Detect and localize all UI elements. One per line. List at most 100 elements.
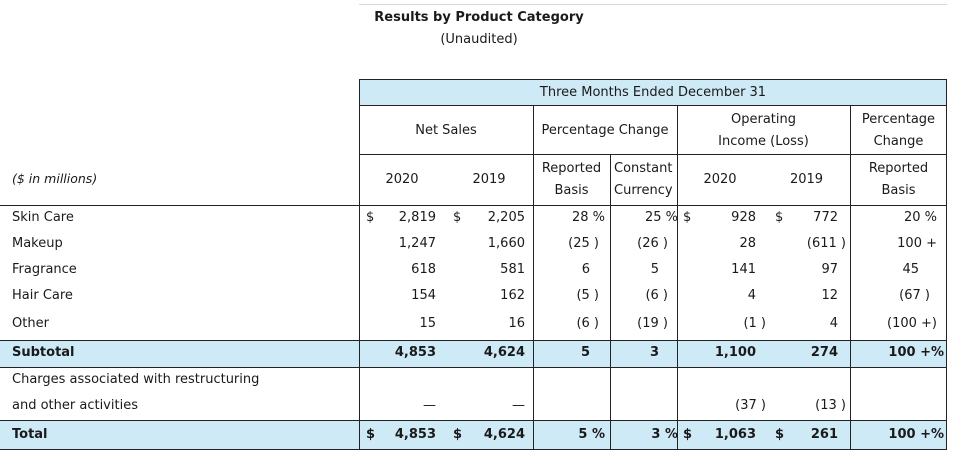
cell-ns2019: 16 [508,316,525,331]
charges-oi2020: (37 ) [735,398,766,413]
col-2019-header: 2019 [472,172,506,187]
currency-symbol: $ [366,210,375,225]
subtotal-rep: 5 [580,345,590,360]
cell-rep: (25 ) [568,236,599,251]
cell-oi2019: 12 [821,288,838,303]
cell-ns2020: 154 [411,288,436,303]
cell-oi2020: (1 ) [743,316,766,331]
top-rule [359,4,947,5]
cell-ns2019: 581 [500,262,525,277]
units-label: ($ in millions) [12,171,98,186]
net-sales-header: Net Sales [415,123,477,138]
currency-symbol: $ [366,427,376,442]
charges-ns2020: — [423,398,436,413]
col-2020-header: 2020 [385,172,419,187]
subtotal-oi2019: 274 [810,345,838,360]
cell-rep: (6 ) [576,316,599,331]
row-label: Fragrance [12,262,77,277]
total-oi2019: 261 [810,427,838,442]
vline-4 [850,105,851,450]
rule-total-bottom [0,449,947,450]
cell-oirep: 45 [902,262,919,277]
cell-cc: 25 % [644,210,678,225]
subtotal-label: Subtotal [12,345,75,360]
rule-subtotal-bottom [0,367,947,368]
total-label: Total [12,427,48,442]
subtotal-ns2020: 4,853 [394,345,436,360]
cell-oi2019: 4 [829,316,838,331]
cell-rep: 28 % [571,210,605,225]
report-title: Results by Product Category [374,10,584,25]
subtotal-ns2019: 4,624 [483,345,525,360]
cell-oirep: (100 +) [887,316,937,331]
cell-oi2019: (611 ) [806,236,846,251]
cell-ns2020: 1,247 [398,236,436,251]
vline-1 [533,105,534,450]
currency-symbol: $ [453,427,463,442]
period-header-fill [359,80,947,105]
rule-header-bottom [0,205,947,206]
total-row-fill [0,420,947,449]
vline-0 [359,79,360,450]
constant-currency-header-2: Currency [614,183,673,198]
cell-oi2020: 928 [731,210,756,225]
subtotal-oirep: 100 +% [888,345,944,360]
rule-groups-bottom [359,154,947,155]
pct-change-header-right-1: Percentage [861,112,936,127]
rule-subtotal-top [0,340,947,341]
cell-cc: 5 [650,262,659,277]
subtotal-row-fill [0,340,947,367]
charges-ns2019: — [512,398,525,413]
constant-currency-header-1: Constant [614,161,673,176]
currency-symbol: $ [683,427,693,442]
op-income-header-2: Income (Loss) [718,134,809,149]
subtotal-cc: 3 [649,345,659,360]
op-reported-header-1: Reported [868,161,929,176]
cell-cc: (26 ) [637,236,668,251]
charges-label-2: and other activities [12,398,138,413]
subtotal-oi2020: 1,100 [714,345,756,360]
cell-ns2020: 2,819 [398,210,436,225]
cell-rep: (5 ) [576,288,599,303]
currency-symbol: $ [775,427,785,442]
currency-symbol: $ [683,210,692,225]
cell-oirep: (67 ) [899,288,930,303]
row-label: Other [12,316,49,331]
report-subtitle: (Unaudited) [440,32,518,47]
vline-2 [610,154,611,450]
pct-change-header-right-2: Change [873,134,924,149]
cell-cc: (6 ) [645,288,668,303]
currency-symbol: $ [453,210,462,225]
vline-end [946,79,947,450]
total-cc: 3 % [651,427,678,442]
row-label: Makeup [12,236,63,251]
rule-total-top [0,420,947,421]
cell-cc: (19 ) [637,316,668,331]
charges-oi2019: (13 ) [815,398,846,413]
cell-ns2019: 162 [500,288,525,303]
cell-oi2019: 97 [821,262,838,277]
cell-oirep: 100 + [897,236,937,251]
row-label: Hair Care [12,288,73,303]
cell-oi2020: 141 [731,262,756,277]
vline-3 [677,105,678,450]
reported-basis-header-1: Reported [541,161,602,176]
charges-label-1: Charges associated with restructuring [12,372,260,387]
cell-ns2020: 15 [419,316,436,331]
cell-ns2019: 1,660 [487,236,525,251]
period-header: Three Months Ended December 31 [539,85,767,100]
total-ns2019: 4,624 [483,427,525,442]
reported-basis-header-2: Basis [554,183,589,198]
rule-period-bottom [359,105,947,106]
cell-oi2020: 28 [739,236,756,251]
total-oi2020: 1,063 [714,427,756,442]
op-income-header-1: Operating [731,112,796,127]
cell-rep: 6 [581,262,590,277]
cell-ns2020: 618 [411,262,436,277]
total-oirep: 100 +% [888,427,944,442]
total-ns2020: 4,853 [394,427,436,442]
pct-change-header: Percentage Change [541,123,669,138]
cell-oi2020: 4 [747,288,756,303]
currency-symbol: $ [775,210,784,225]
